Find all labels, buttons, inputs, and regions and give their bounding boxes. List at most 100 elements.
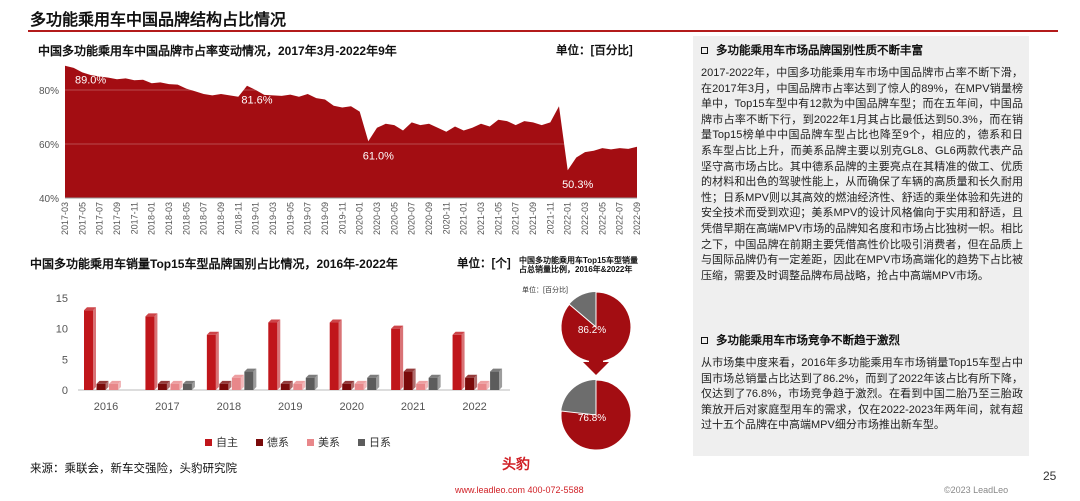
bar-chart-unit: 单位：[个] bbox=[457, 258, 511, 270]
bar-side bbox=[499, 368, 503, 390]
bar-top bbox=[403, 368, 416, 372]
legend-swatch bbox=[358, 438, 365, 446]
donut-unit: 单位：[百分比] bbox=[522, 287, 568, 294]
x-tick-label: 2021-11 bbox=[545, 202, 555, 234]
page-number: 25 bbox=[1043, 469, 1057, 483]
section2-title: 多功能乘用车市场竞争不断趋于激烈 bbox=[716, 335, 900, 347]
bar-side bbox=[179, 380, 183, 390]
pie-value-label: 86.2% bbox=[578, 325, 606, 336]
bar-top bbox=[182, 380, 195, 384]
x-tick-label: 2021-05 bbox=[493, 202, 503, 235]
bar bbox=[231, 377, 241, 390]
x-tick-label: 2018-07 bbox=[199, 202, 209, 235]
bar-side bbox=[191, 380, 195, 390]
bar-top bbox=[354, 380, 367, 384]
bar-side bbox=[215, 331, 219, 390]
bar bbox=[280, 383, 290, 390]
page-title: 多功能乘用车中国品牌结构占比情况 bbox=[30, 12, 287, 29]
bar-top bbox=[293, 380, 306, 384]
square-bullet-icon bbox=[701, 336, 708, 344]
bar bbox=[170, 383, 180, 390]
bar-top bbox=[305, 374, 318, 378]
x-tick-label: 2018-01 bbox=[147, 202, 157, 235]
bar-top bbox=[416, 380, 429, 384]
data-label: 81.6% bbox=[241, 95, 272, 107]
footer-contact[interactable]: www.leadleo.com 400-072-5588 bbox=[455, 485, 584, 495]
bar-side bbox=[425, 380, 429, 390]
x-tick-label: 2021-09 bbox=[528, 202, 538, 235]
bar bbox=[206, 334, 216, 390]
pie-value-label: 76.8% bbox=[578, 413, 606, 424]
bar-side bbox=[363, 380, 367, 390]
legend-item: 自主 bbox=[205, 434, 238, 450]
x-tick-label: 2020-09 bbox=[424, 202, 434, 235]
bar bbox=[477, 383, 487, 390]
bar-side bbox=[240, 374, 244, 390]
x-tick-label: 2022-03 bbox=[580, 202, 590, 235]
area-chart-unit: 单位：[百分比] bbox=[556, 45, 633, 57]
x-tick-label: 2020-05 bbox=[389, 202, 399, 235]
x-tick-label: 2019-05 bbox=[285, 202, 295, 235]
bar bbox=[109, 383, 118, 390]
bar-top bbox=[465, 374, 478, 378]
x-tick-label: 2019 bbox=[278, 401, 302, 413]
data-label: 61.0% bbox=[363, 150, 394, 162]
x-tick-label: 2020-01 bbox=[355, 202, 365, 235]
legend-label: 德系 bbox=[267, 437, 289, 449]
bar bbox=[244, 371, 254, 390]
bar-side bbox=[228, 380, 232, 390]
x-tick-label: 2022-07 bbox=[615, 202, 625, 235]
y-tick-label: 5 bbox=[62, 354, 68, 366]
legend-swatch bbox=[256, 438, 263, 446]
bar-side bbox=[93, 307, 96, 390]
bar bbox=[428, 377, 438, 390]
bar-side bbox=[166, 380, 170, 390]
y-tick-label: 40% bbox=[39, 194, 59, 205]
down-arrow-icon bbox=[583, 350, 609, 375]
bar-top bbox=[490, 368, 503, 372]
source-note: 来源：乘联会，新车交强险，头豹研究院 bbox=[30, 463, 237, 475]
bar-top bbox=[342, 380, 355, 384]
legend-label: 日系 bbox=[369, 437, 391, 449]
x-tick-label: 2017-05 bbox=[77, 202, 87, 235]
square-bullet-icon bbox=[701, 46, 708, 54]
pie-top15-slice bbox=[560, 291, 632, 363]
bar-chart-title: 中国多功能乘用车销量Top15车型品牌国别占比情况，2016年-2022年 bbox=[30, 257, 398, 271]
bar bbox=[354, 383, 364, 390]
bar bbox=[145, 316, 155, 390]
footer-logo: 头豹 bbox=[502, 456, 530, 472]
bar-top bbox=[477, 380, 490, 384]
pie-rest-slice bbox=[561, 380, 631, 450]
legend-item: 美系 bbox=[307, 434, 340, 450]
legend-item: 日系 bbox=[358, 434, 391, 450]
pie-rest-slice bbox=[561, 292, 631, 362]
bar-top bbox=[280, 380, 293, 384]
section2-body: 从市场集中度来看，2016年多功能乘用车市场销量Top15车型占中国市场总销量占… bbox=[701, 357, 1023, 432]
bar-top bbox=[391, 325, 404, 329]
bar-side bbox=[376, 374, 380, 390]
legend-label: 自主 bbox=[216, 437, 238, 449]
x-tick-label: 2018-09 bbox=[216, 202, 226, 235]
y-tick-label: 15 bbox=[56, 293, 68, 305]
bar-top bbox=[231, 374, 244, 378]
bar-top bbox=[145, 313, 158, 317]
x-tick-label: 2018-05 bbox=[181, 202, 191, 235]
bar-side bbox=[486, 380, 490, 390]
bar bbox=[219, 383, 229, 390]
bar bbox=[84, 310, 93, 390]
bar-chart-legend: 自主 德系 美系 日系 bbox=[205, 434, 391, 450]
x-tick-label: 2021-07 bbox=[511, 202, 521, 235]
x-tick-label: 2017 bbox=[155, 401, 179, 413]
section1-heading: 多功能乘用车市场品牌国别性质不断丰富 bbox=[701, 42, 923, 58]
bar-top bbox=[452, 331, 465, 335]
x-tick-label: 2022 bbox=[462, 401, 486, 413]
section1-body: 2017-2022年，中国多功能乘用车市场中国品牌市占率不断下滑，在2017年3… bbox=[701, 67, 1023, 282]
legend-item: 德系 bbox=[256, 434, 289, 450]
bar-side bbox=[338, 319, 342, 390]
x-tick-label: 2020-07 bbox=[407, 202, 417, 235]
x-tick-label: 2017-03 bbox=[60, 202, 70, 235]
x-tick-label: 2022-05 bbox=[597, 202, 607, 235]
x-tick-label: 2017-07 bbox=[95, 202, 105, 235]
market-share-area bbox=[65, 65, 637, 198]
x-tick-label: 2022-01 bbox=[563, 202, 573, 235]
